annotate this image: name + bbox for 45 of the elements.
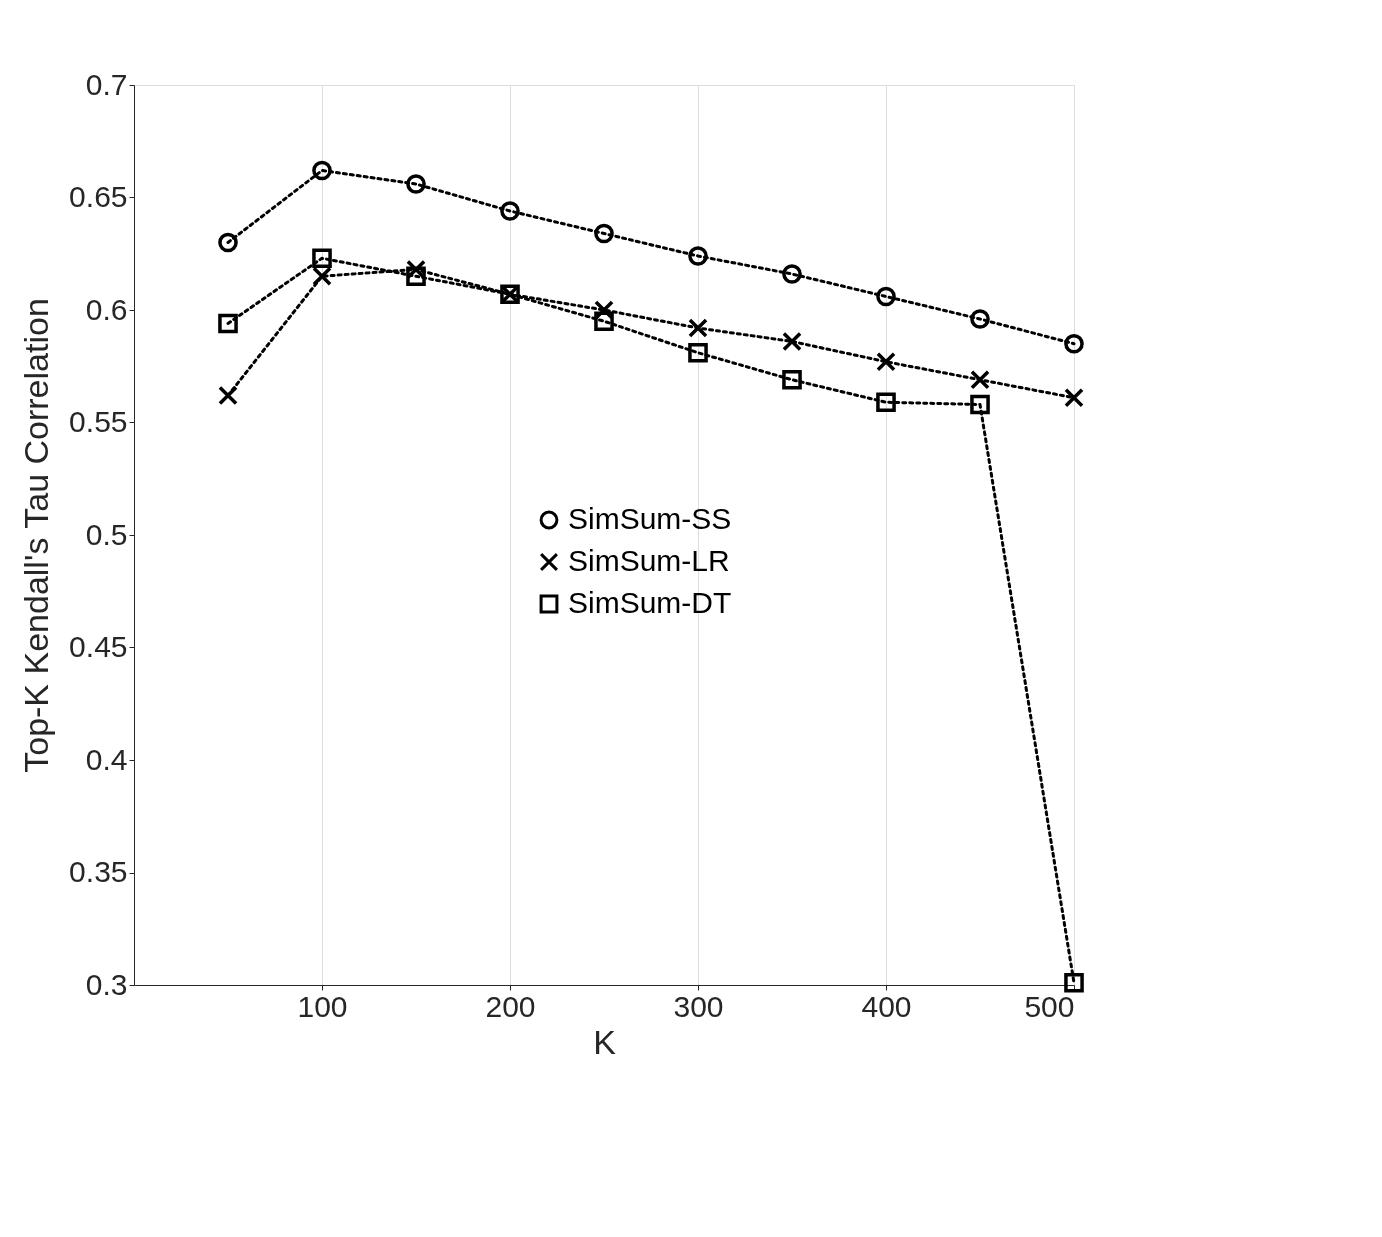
x-tick-label: 100 bbox=[297, 989, 348, 1023]
y-tick-label: 0.55 bbox=[69, 405, 128, 438]
point bbox=[970, 309, 990, 329]
point bbox=[876, 351, 896, 372]
y-tick-label: 0.35 bbox=[69, 855, 128, 888]
y-tick-label: 0.65 bbox=[69, 180, 128, 213]
x-tick-label: 500 bbox=[1024, 989, 1075, 1023]
point bbox=[688, 342, 708, 363]
y-tick-label: 0.3 bbox=[85, 967, 128, 1001]
x-tick-label: 400 bbox=[861, 989, 912, 1023]
point bbox=[876, 392, 896, 413]
legend-label: SimSum-DT bbox=[568, 586, 732, 619]
y-tick-label: 0.7 bbox=[85, 67, 128, 101]
y-axis-title: Top-K Kendall's Tau Correlation bbox=[17, 298, 56, 773]
y-tick-label: 0.45 bbox=[69, 630, 128, 663]
y-tick-label: 0.4 bbox=[85, 742, 128, 776]
point bbox=[406, 266, 426, 287]
point bbox=[1064, 387, 1084, 408]
point bbox=[218, 313, 238, 334]
point bbox=[688, 246, 708, 266]
point bbox=[406, 174, 426, 194]
x-tick-label: 200 bbox=[485, 989, 536, 1023]
point bbox=[312, 248, 332, 269]
point bbox=[218, 385, 238, 406]
point bbox=[312, 266, 332, 287]
y-tick-label: 0.5 bbox=[85, 517, 128, 551]
x-axis-title: K bbox=[593, 1022, 617, 1061]
point bbox=[594, 223, 614, 244]
point bbox=[782, 331, 802, 352]
point bbox=[1064, 333, 1084, 354]
point bbox=[594, 311, 614, 332]
point bbox=[688, 318, 708, 338]
point bbox=[1064, 972, 1084, 993]
point bbox=[218, 232, 238, 253]
point bbox=[876, 286, 896, 307]
legend-label: SimSum-SS bbox=[568, 502, 732, 535]
point bbox=[312, 160, 332, 181]
point bbox=[782, 264, 802, 284]
point bbox=[970, 394, 990, 415]
legend-label: SimSum-LR bbox=[568, 544, 730, 577]
point bbox=[970, 369, 990, 390]
point bbox=[782, 369, 802, 390]
y-tick-label: 0.6 bbox=[85, 292, 128, 326]
x-tick-label: 300 bbox=[673, 989, 724, 1023]
point bbox=[500, 201, 520, 221]
